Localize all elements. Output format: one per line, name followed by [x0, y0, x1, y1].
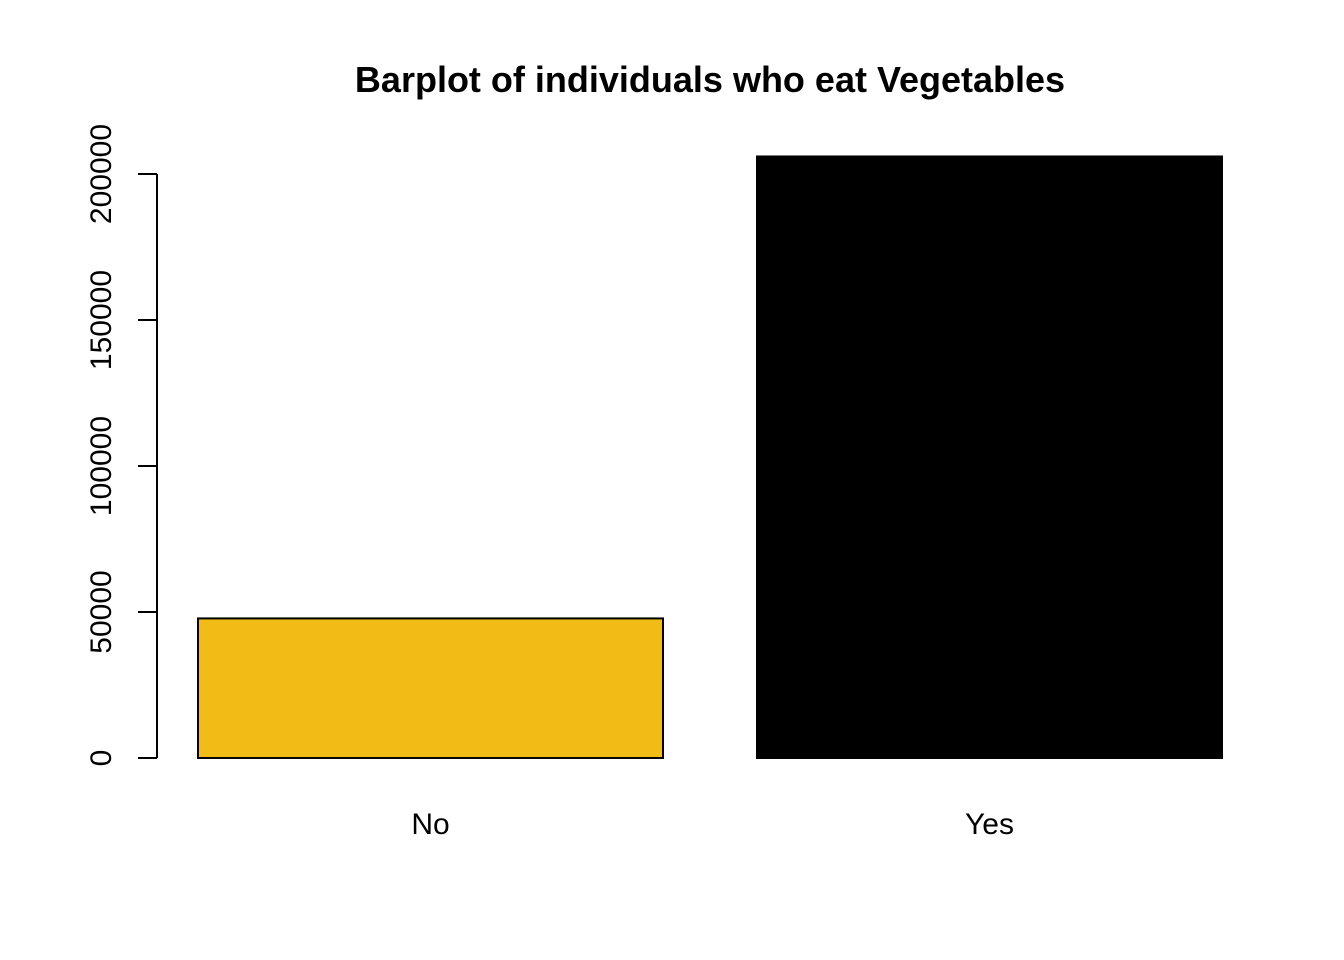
- y-tick-label: 150000: [85, 270, 118, 370]
- bar-yes: [756, 155, 1223, 760]
- y-tick-label: 200000: [85, 124, 118, 224]
- x-category-label: No: [411, 808, 449, 841]
- bars-group: [197, 155, 1223, 760]
- y-tick-label: 50000: [85, 570, 118, 653]
- y-tick-label: 0: [85, 750, 118, 767]
- y-tick-label: 100000: [85, 416, 118, 516]
- y-axis: 0 50000 100000 150000 200000: [85, 124, 158, 767]
- x-axis-labels: No Yes: [411, 808, 1014, 841]
- x-category-label: Yes: [965, 808, 1014, 841]
- bar-no: [197, 617, 664, 760]
- chart-title: Barplot of individuals who eat Vegetable…: [355, 59, 1065, 100]
